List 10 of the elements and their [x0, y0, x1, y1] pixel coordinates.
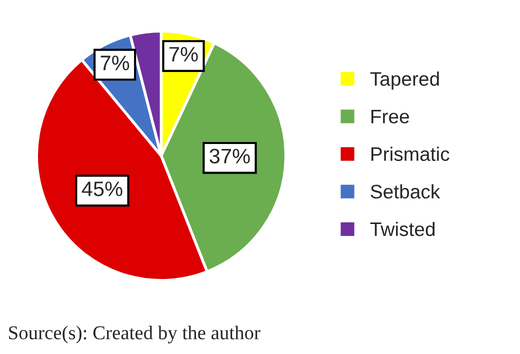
data-label: 7%	[170, 46, 198, 62]
legend-label: Prismatic	[371, 146, 450, 161]
legend-label: Setback	[370, 184, 440, 199]
legend-label: Twisted	[370, 222, 435, 236]
data-label: 7%	[100, 56, 130, 70]
legend-label: Tapered	[370, 72, 439, 90]
legend-label: Free	[371, 110, 409, 124]
data-label: 45%	[82, 182, 122, 196]
source-note: Source(s): Created by the author	[9, 326, 260, 344]
data-label: 37%	[210, 148, 250, 164]
